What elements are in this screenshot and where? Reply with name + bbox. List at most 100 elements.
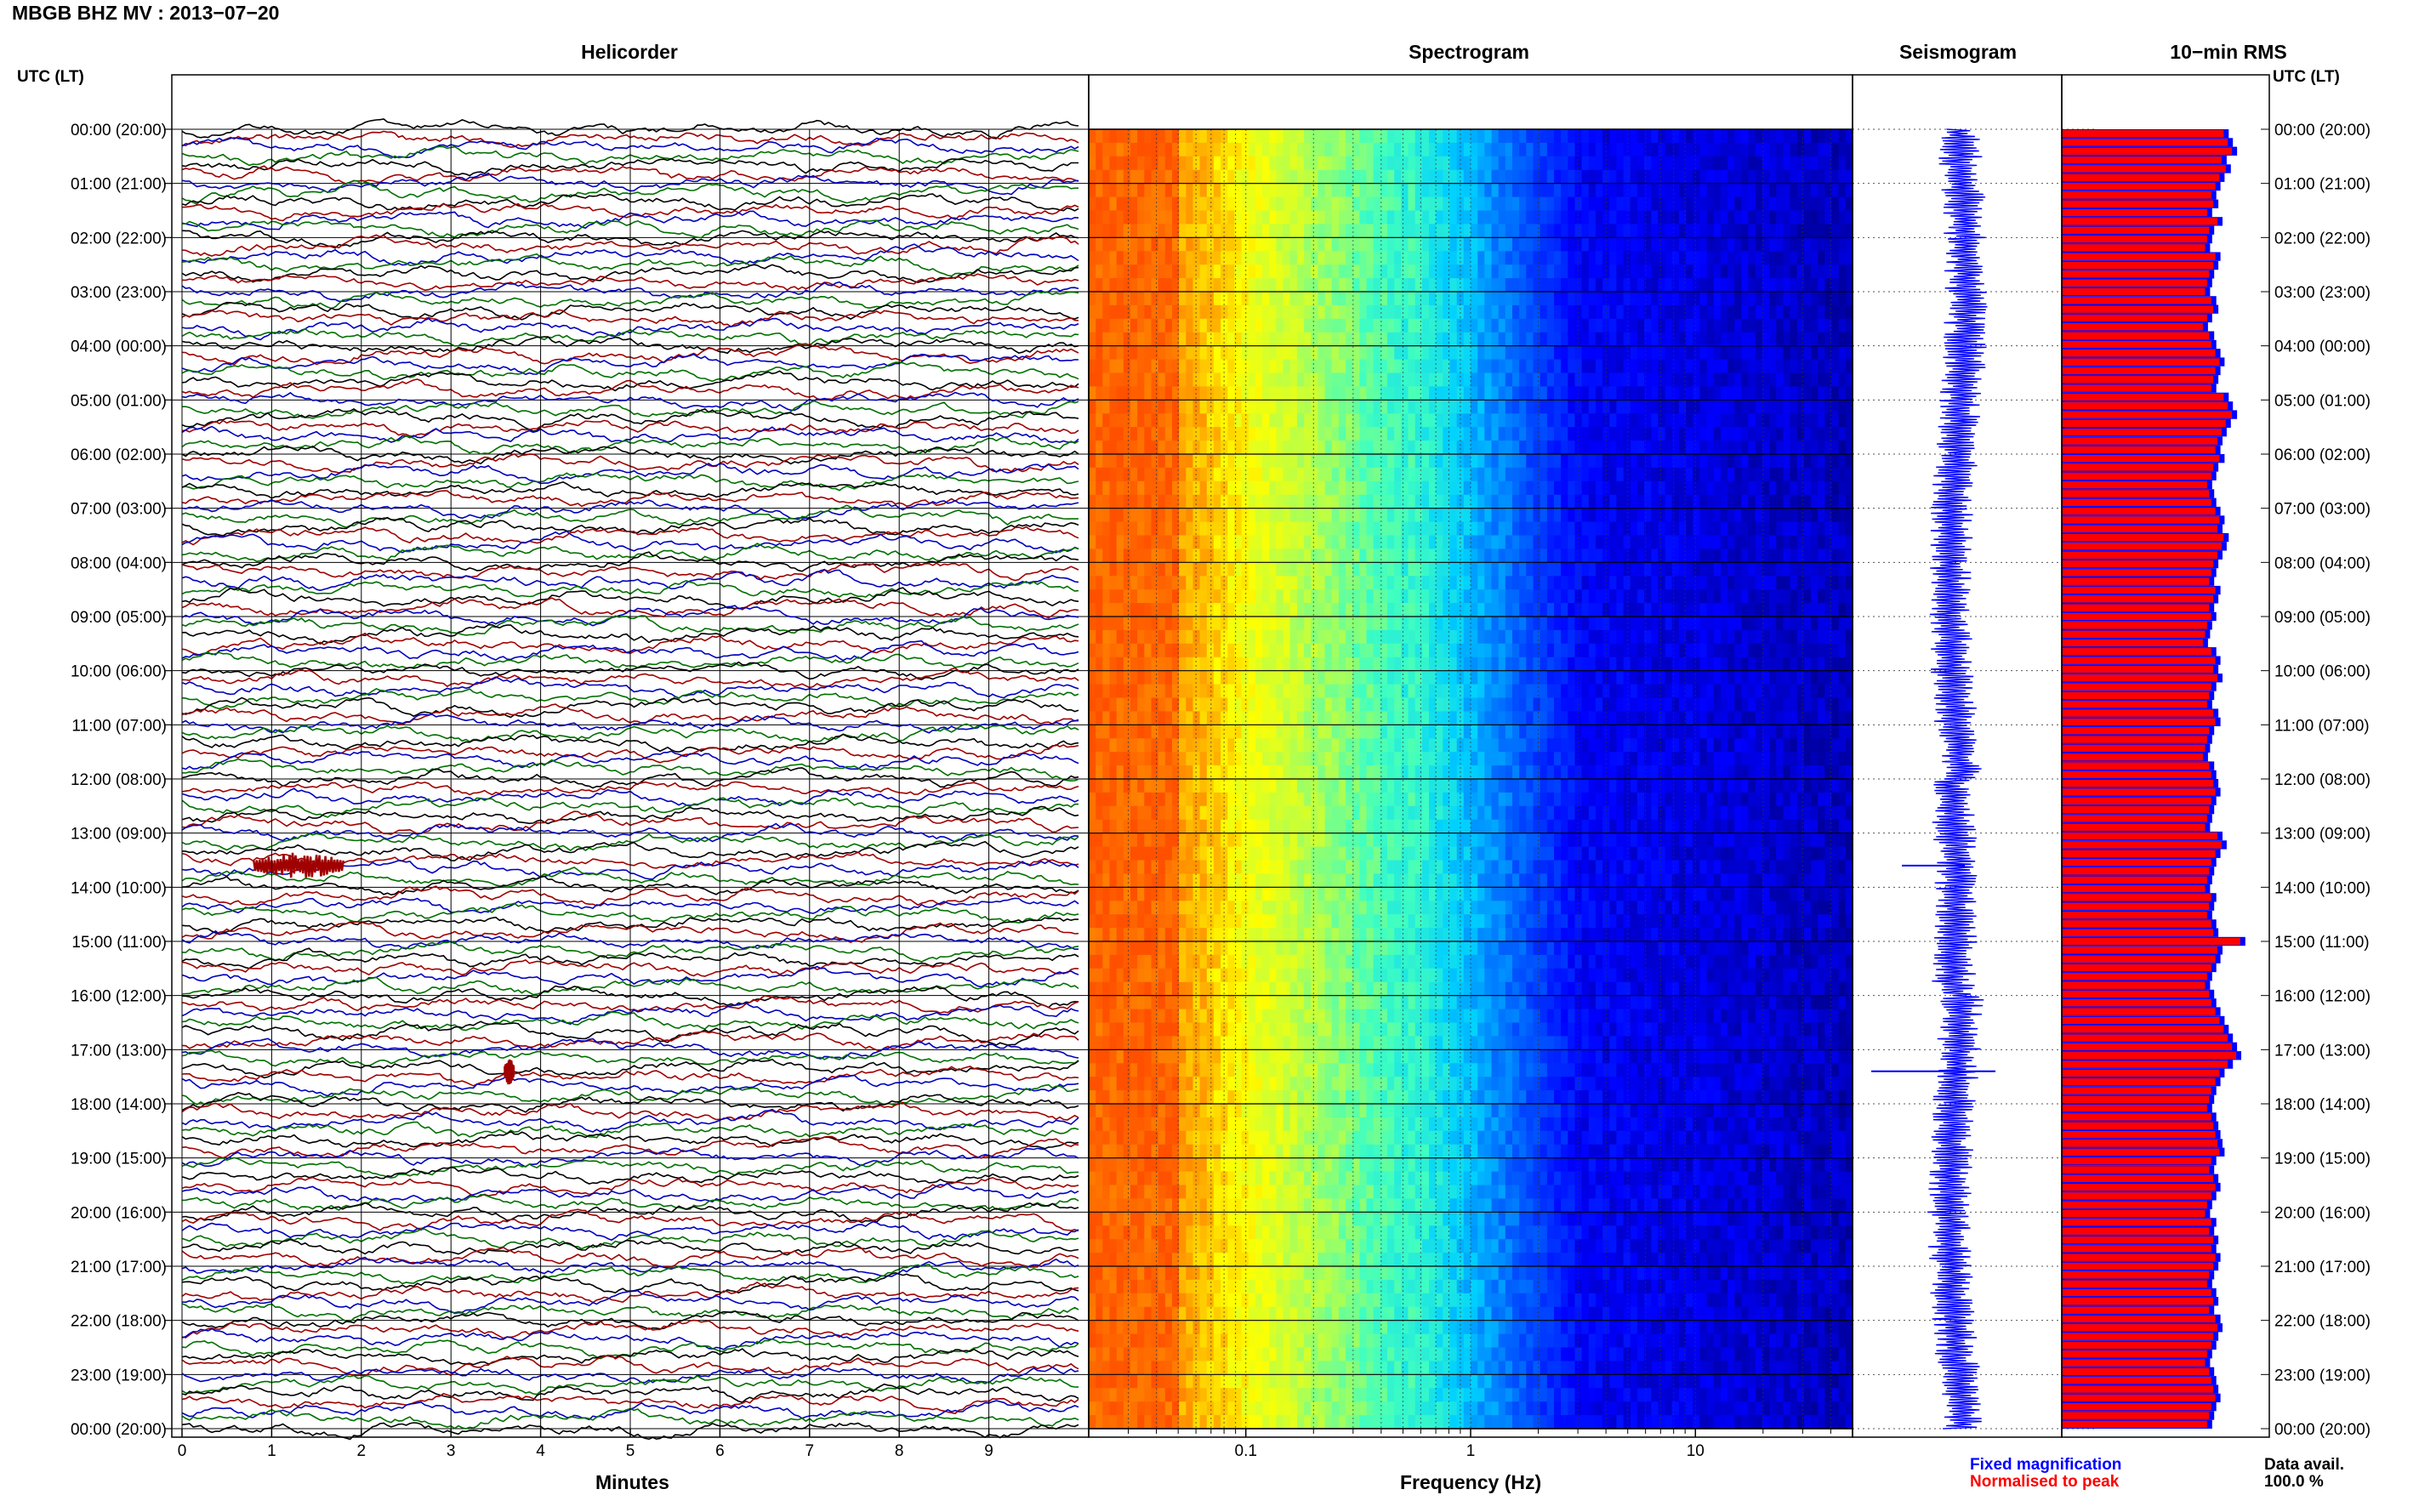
time-label-right: 05:00 (01:00)	[2274, 392, 2371, 410]
time-label-right: 00:00 (20:00)	[2274, 122, 2371, 139]
rms-bar-normalised	[2062, 332, 2210, 339]
time-label-left: 10:00 (06:00)	[71, 663, 167, 681]
rms-bar-normalised	[2062, 762, 2210, 770]
rms-bar-normalised	[2062, 1359, 2206, 1367]
helicorder-event	[504, 1059, 515, 1085]
time-label-left: 07:00 (03:00)	[71, 501, 167, 519]
right-axis-label: UTC (LT)	[2273, 68, 2340, 86]
rms-bar-normalised	[2062, 674, 2217, 682]
rms-bar-normalised	[2062, 156, 2222, 164]
rms-bar-normalised	[2062, 1377, 2211, 1384]
rms-bar-normalised	[2062, 437, 2217, 445]
rms-bar-normalised	[2062, 1412, 2210, 1419]
rms-bar-normalised	[2062, 367, 2216, 375]
rms-bar-normalised	[2062, 1078, 2216, 1086]
rms-bar-normalised	[2062, 533, 2224, 542]
time-label-left: 01:00 (21:00)	[71, 176, 167, 194]
legend-fixed: Fixed magnification	[1970, 1456, 2122, 1474]
rms-bar-normalised	[2062, 305, 2214, 313]
rms-bar-normalised	[2062, 376, 2214, 384]
time-label-right: 21:00 (17:00)	[2274, 1259, 2371, 1276]
rms-bar-normalised	[2062, 1394, 2216, 1402]
rms-bar-normalised	[2062, 657, 2216, 664]
rms-bar-normalised	[2062, 340, 2211, 349]
time-label-left: 00:00 (20:00)	[71, 122, 167, 139]
time-label-right: 17:00 (13:00)	[2274, 1042, 2371, 1060]
panel-title-spectrogram: Spectrogram	[1409, 41, 1529, 63]
helicorder-tick-label: 5	[626, 1442, 635, 1460]
rms-bar-normalised	[2062, 850, 2216, 857]
rms-bar-normalised	[2062, 709, 2214, 717]
rms-bar-normalised	[2062, 665, 2214, 674]
time-label-left: 05:00 (01:00)	[71, 392, 167, 410]
rms-bar-normalised	[2062, 577, 2210, 585]
rms-bar-normalised	[2062, 551, 2217, 559]
rms-bar-normalised	[2062, 226, 2210, 234]
helicorder-tick-label: 6	[715, 1442, 725, 1460]
rms-bar-normalised	[2062, 235, 2207, 243]
rms-bar-normalised	[2062, 1166, 2210, 1174]
rms-bar-normalised	[2062, 937, 2240, 946]
rms-bar-normalised	[2062, 1245, 2211, 1253]
time-label-right: 01:00 (21:00)	[2274, 176, 2371, 194]
rms-bar-normalised	[2062, 253, 2216, 260]
rms-bar-normalised	[2062, 780, 2214, 787]
rms-bar-normalised	[2062, 876, 2207, 884]
time-label-left: 03:00 (23:00)	[71, 284, 167, 302]
time-label-right: 02:00 (22:00)	[2274, 230, 2371, 247]
rms-bar-normalised	[2062, 393, 2224, 401]
rms-bar-normalised	[2062, 929, 2214, 936]
spectrogram-frame	[1088, 128, 1853, 1430]
time-labels: 00:00 (20:00) 00:00 (20:00) 01:00 (21:00) 0…	[71, 122, 2371, 1439]
rms-bar-normalised	[2062, 446, 2216, 454]
time-label-left: 00:00 (20:00)	[71, 1421, 167, 1439]
time-label-left: 23:00 (19:00)	[71, 1367, 167, 1384]
seismogram-line	[1927, 128, 1988, 1430]
helicorder-x-ticks	[181, 129, 990, 1437]
rms-bar-normalised	[2062, 481, 2207, 489]
rms-bar-normalised	[2062, 1122, 2214, 1129]
rms-bar-normalised	[2062, 1148, 2220, 1156]
rms-bar-normalised	[2062, 270, 2210, 278]
rms-bar-normalised	[2062, 244, 2206, 252]
rms-bar-normalised	[2062, 806, 2210, 814]
rms-bar-normalised	[2062, 963, 2211, 972]
helicorder-tick-label: 1	[267, 1442, 276, 1460]
rms-bar-normalised	[2062, 1105, 2207, 1112]
rms-bar-normalised	[2062, 867, 2210, 875]
time-label-left: 17:00 (13:00)	[71, 1042, 167, 1060]
rms-bar-normalised	[2062, 973, 2207, 981]
time-label-left: 16:00 (12:00)	[71, 988, 167, 1006]
rms-bar-normalised	[2062, 911, 2207, 919]
rms-bar-normalised	[2062, 1008, 2216, 1015]
rms-bar-normalised	[2062, 1341, 2211, 1350]
rms-bar-normalised	[2062, 858, 2211, 867]
time-label-right: 00:00 (20:00)	[2274, 1421, 2371, 1439]
rms-bar-normalised	[2062, 147, 2233, 155]
rms-bar-normalised	[2062, 981, 2206, 989]
rms-bar-normalised	[2062, 287, 2206, 296]
rms-bar-normalised	[2062, 165, 2226, 173]
rms-bar-normalised	[2062, 463, 2214, 471]
legend-normalised: Normalised to peak	[1970, 1473, 2120, 1491]
rms-bar-normalised	[2062, 604, 2210, 611]
rms-bar-normalised	[2062, 1271, 2210, 1279]
rms-bar-normalised	[2062, 1095, 2210, 1104]
panel-frames	[171, 74, 2270, 1438]
rms-bar-normalised	[2062, 823, 2206, 831]
helicorder-tick-label: 9	[984, 1442, 993, 1460]
rms-bar-normalised	[2062, 507, 2216, 515]
time-label-right: 23:00 (19:00)	[2274, 1367, 2371, 1384]
time-label-left: 09:00 (05:00)	[71, 609, 167, 627]
rms-bar-normalised	[2062, 770, 2211, 779]
time-label-left: 21:00 (17:00)	[71, 1259, 167, 1276]
rms-bar-normalised	[2062, 402, 2228, 410]
rms-bar-normalised	[2062, 1087, 2211, 1094]
spectrogram-gridlines	[1128, 129, 1831, 1437]
rms-bar-normalised	[2062, 612, 2211, 621]
time-label-left: 04:00 (00:00)	[71, 338, 167, 356]
rms-bar-normalised	[2062, 261, 2214, 270]
time-label-left: 14:00 (10:00)	[71, 879, 167, 897]
rms-bar-normalised	[2062, 955, 2216, 963]
